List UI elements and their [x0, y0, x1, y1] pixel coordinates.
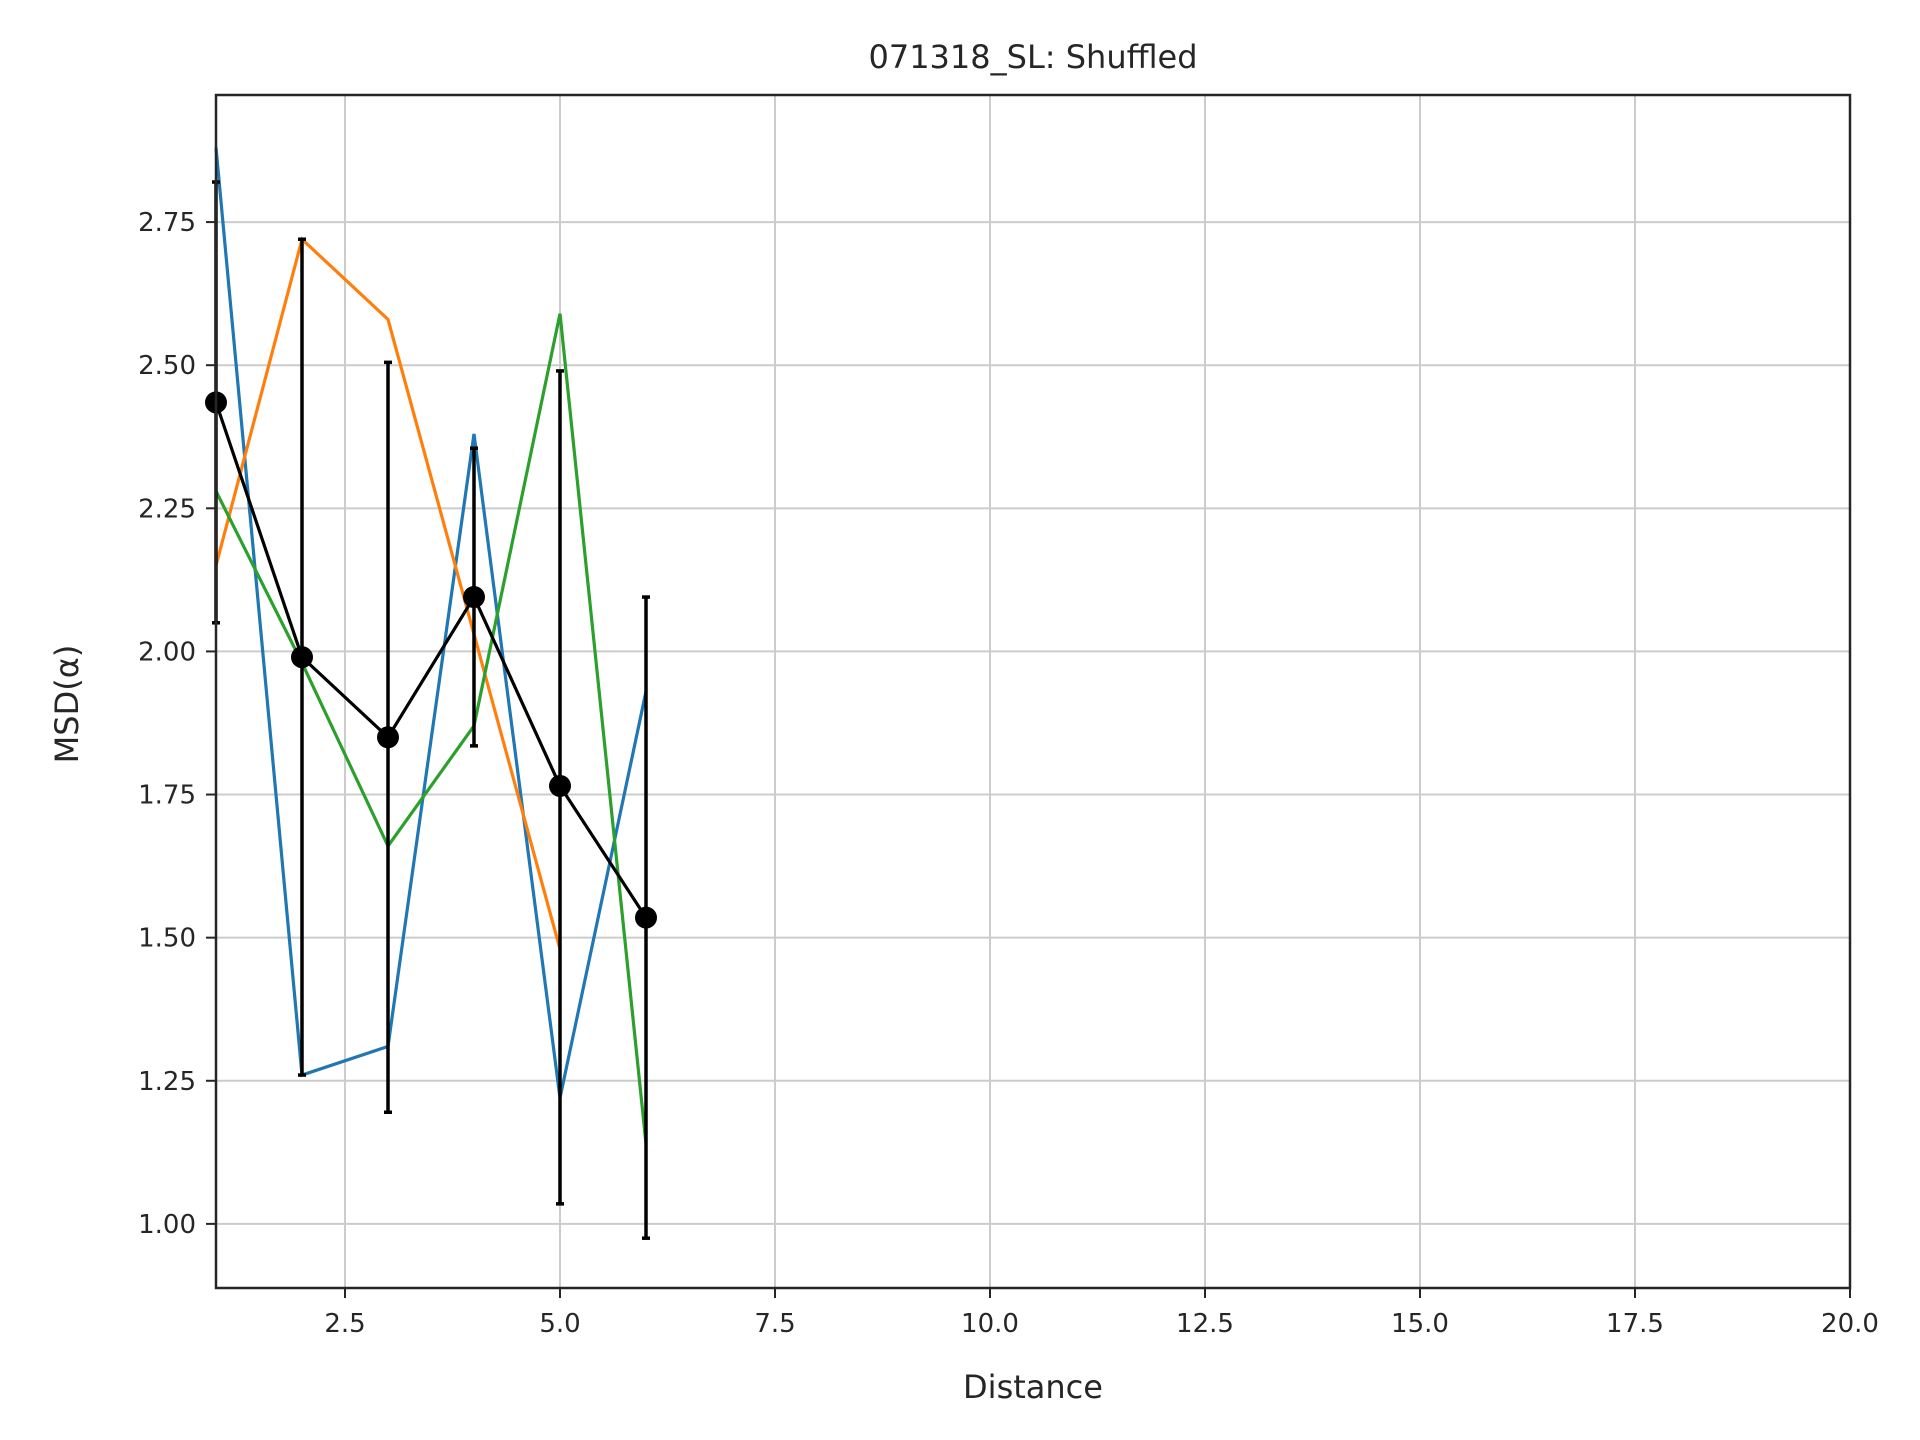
x-tick-label: 7.5 [754, 1309, 795, 1339]
x-tick-label: 2.5 [324, 1309, 365, 1339]
x-tick-label: 20.0 [1821, 1309, 1879, 1339]
mean-point [377, 726, 399, 749]
series-line-2 [214, 236, 562, 950]
y-tick-label: 2.50 [138, 351, 196, 381]
y-tick-label: 2.25 [138, 494, 196, 524]
mean-line [214, 401, 648, 919]
y-tick-label: 2.75 [138, 208, 196, 238]
y-axis-label: MSD(α) [48, 645, 86, 764]
x-tick-label: 5.0 [539, 1309, 580, 1339]
x-tick-label: 15.0 [1391, 1309, 1449, 1339]
y-tick-label: 1.25 [138, 1067, 196, 1097]
x-tick-label: 12.5 [1176, 1309, 1234, 1339]
chart-title: 071318_SL: Shuffled [868, 38, 1197, 76]
y-tick-label: 2.00 [138, 637, 196, 667]
mean-point [635, 906, 657, 929]
y-tick-label: 1.00 [138, 1210, 196, 1240]
y-axis-ticks: 1.00 1.25 1.50 1.75 2.00 2.25 2.50 2.75 [138, 208, 216, 1240]
series-line-1 [214, 147, 648, 1099]
x-tick-label: 10.0 [961, 1309, 1019, 1339]
x-axis-ticks: 2.5 5.0 7.5 10.0 12.5 15.0 17.5 20.0 [324, 1288, 1879, 1339]
mean-point [463, 586, 485, 609]
plot-frame [214, 93, 1852, 1290]
x-tick-label: 17.5 [1606, 1309, 1664, 1339]
series-layer [214, 147, 648, 1144]
x-axis-label: Distance [963, 1368, 1103, 1406]
y-tick-label: 1.50 [138, 924, 196, 954]
mean-point [291, 646, 313, 669]
series-line-3 [214, 313, 648, 1144]
mean-point [549, 774, 571, 797]
y-tick-label: 1.75 [138, 781, 196, 811]
